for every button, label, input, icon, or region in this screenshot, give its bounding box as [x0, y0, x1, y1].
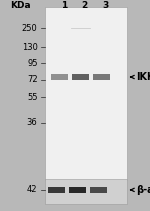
Bar [51, 74, 68, 80]
Text: 95: 95 [27, 59, 38, 68]
Bar [90, 187, 107, 193]
Text: 42: 42 [27, 185, 38, 194]
Text: KDa: KDa [10, 1, 31, 10]
Bar [93, 74, 110, 80]
Text: 3: 3 [103, 1, 109, 10]
Text: 36: 36 [27, 118, 38, 127]
Bar [48, 187, 65, 193]
Text: 55: 55 [27, 93, 38, 101]
Bar [72, 74, 89, 80]
Text: β-actin: β-actin [136, 185, 150, 195]
Text: 72: 72 [27, 75, 38, 84]
Bar [45, 7, 127, 180]
Text: 1: 1 [61, 1, 67, 10]
Bar [45, 179, 127, 204]
Text: 250: 250 [22, 24, 38, 33]
Bar [69, 187, 86, 193]
Text: IKKε: IKKε [136, 72, 150, 82]
Text: 130: 130 [22, 43, 38, 52]
Text: 2: 2 [82, 1, 88, 10]
